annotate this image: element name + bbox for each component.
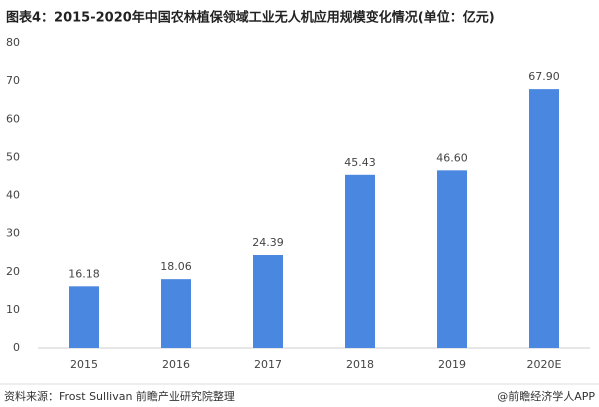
data-label: 18.06: [160, 260, 192, 273]
credit: @前瞻经济学人APP: [497, 389, 595, 403]
y-tick-label: 70: [6, 74, 20, 87]
x-tick-label: 2016: [162, 358, 190, 371]
y-tick-label: 30: [6, 227, 20, 240]
y-tick-label: 10: [6, 303, 20, 316]
y-tick-label: 20: [6, 265, 20, 278]
x-tick-label: 2020E: [527, 358, 562, 371]
y-tick-label: 60: [6, 112, 20, 125]
bar: [253, 255, 283, 348]
bar: [161, 279, 191, 348]
bar: [437, 170, 467, 348]
x-tick-label: 2019: [438, 358, 466, 371]
data-label: 67.90: [528, 70, 560, 83]
y-tick-label: 40: [6, 189, 20, 202]
bar: [69, 286, 99, 348]
y-tick-label: 50: [6, 150, 20, 163]
y-tick-label: 80: [6, 36, 20, 49]
bar: [529, 89, 559, 348]
y-tick-label: 0: [13, 341, 20, 354]
data-label: 24.39: [252, 236, 284, 249]
x-tick-label: 2015: [70, 358, 98, 371]
data-label: 45.43: [344, 156, 376, 169]
bar: [345, 174, 375, 348]
x-tick-label: 2017: [254, 358, 282, 371]
x-tick-label: 2018: [346, 358, 374, 371]
chart-title: 图表4：2015-2020年中国农林植保领域工业无人机应用规模变化情况(单位：亿…: [6, 10, 495, 26]
source-note: 资料来源：Frost Sullivan 前瞻产业研究院整理: [4, 389, 235, 403]
data-label: 46.60: [436, 151, 468, 164]
data-label: 16.18: [68, 267, 100, 280]
